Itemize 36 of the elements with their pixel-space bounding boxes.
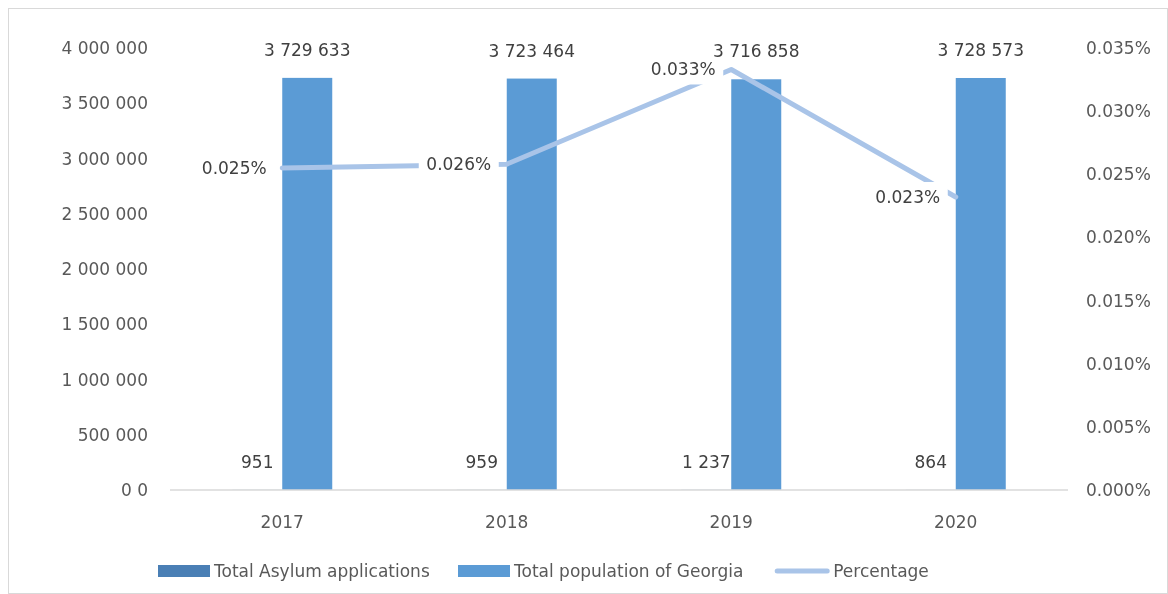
data-label: 3 729 633	[263, 39, 351, 60]
x-tick-label: 2020	[934, 512, 978, 532]
data-label: 3 728 573	[937, 39, 1025, 60]
y2-tick-label: 0.005%	[1086, 416, 1151, 437]
data-label: 959	[465, 451, 498, 472]
y-tick-label: 500 000	[77, 424, 148, 445]
y-tick-label: 3 000 000	[61, 148, 148, 169]
data-label: 0.025%	[201, 157, 267, 178]
data-label: 864	[914, 451, 947, 472]
y-tick-label: 2 000 000	[61, 259, 148, 279]
y2-tick-label: 0.025%	[1086, 164, 1151, 185]
y-tick-label: 1 000 000	[61, 369, 148, 390]
x-tick-label: 2019	[709, 512, 753, 532]
legend-label: Total Asylum applications	[213, 561, 430, 581]
data-label: 3 716 858	[712, 41, 800, 62]
y2-tick-label: 0.015%	[1086, 290, 1151, 311]
x-tick-label: 2018	[485, 512, 529, 532]
data-label: 951	[241, 451, 274, 472]
y-tick-label: 0 0	[120, 480, 148, 500]
data-label: 1 237	[681, 451, 731, 472]
data-label: 3 723 464	[488, 40, 576, 61]
data-label: 0.026%	[426, 154, 492, 175]
y-tick-label: 3 500 000	[61, 93, 148, 114]
data-label: 0.033%	[650, 59, 716, 80]
y2-tick-label: 0.020%	[1086, 227, 1151, 248]
legend-label: Total population of Georgia	[513, 561, 744, 581]
y-tick-label: 2 500 000	[61, 203, 148, 224]
y2-tick-label: 0.030%	[1086, 101, 1151, 122]
y2-tick-label: 0.010%	[1086, 353, 1151, 374]
data-label: 0.023%	[875, 187, 941, 208]
legend-label: Percentage	[833, 561, 929, 581]
x-tick-label: 2017	[260, 512, 304, 532]
y2-tick-label: 0.000%	[1086, 480, 1151, 500]
y-tick-label: 1 500 000	[61, 314, 148, 335]
y-tick-label: 4 000 000	[61, 38, 148, 58]
y2-tick-label: 0.035%	[1086, 38, 1151, 58]
